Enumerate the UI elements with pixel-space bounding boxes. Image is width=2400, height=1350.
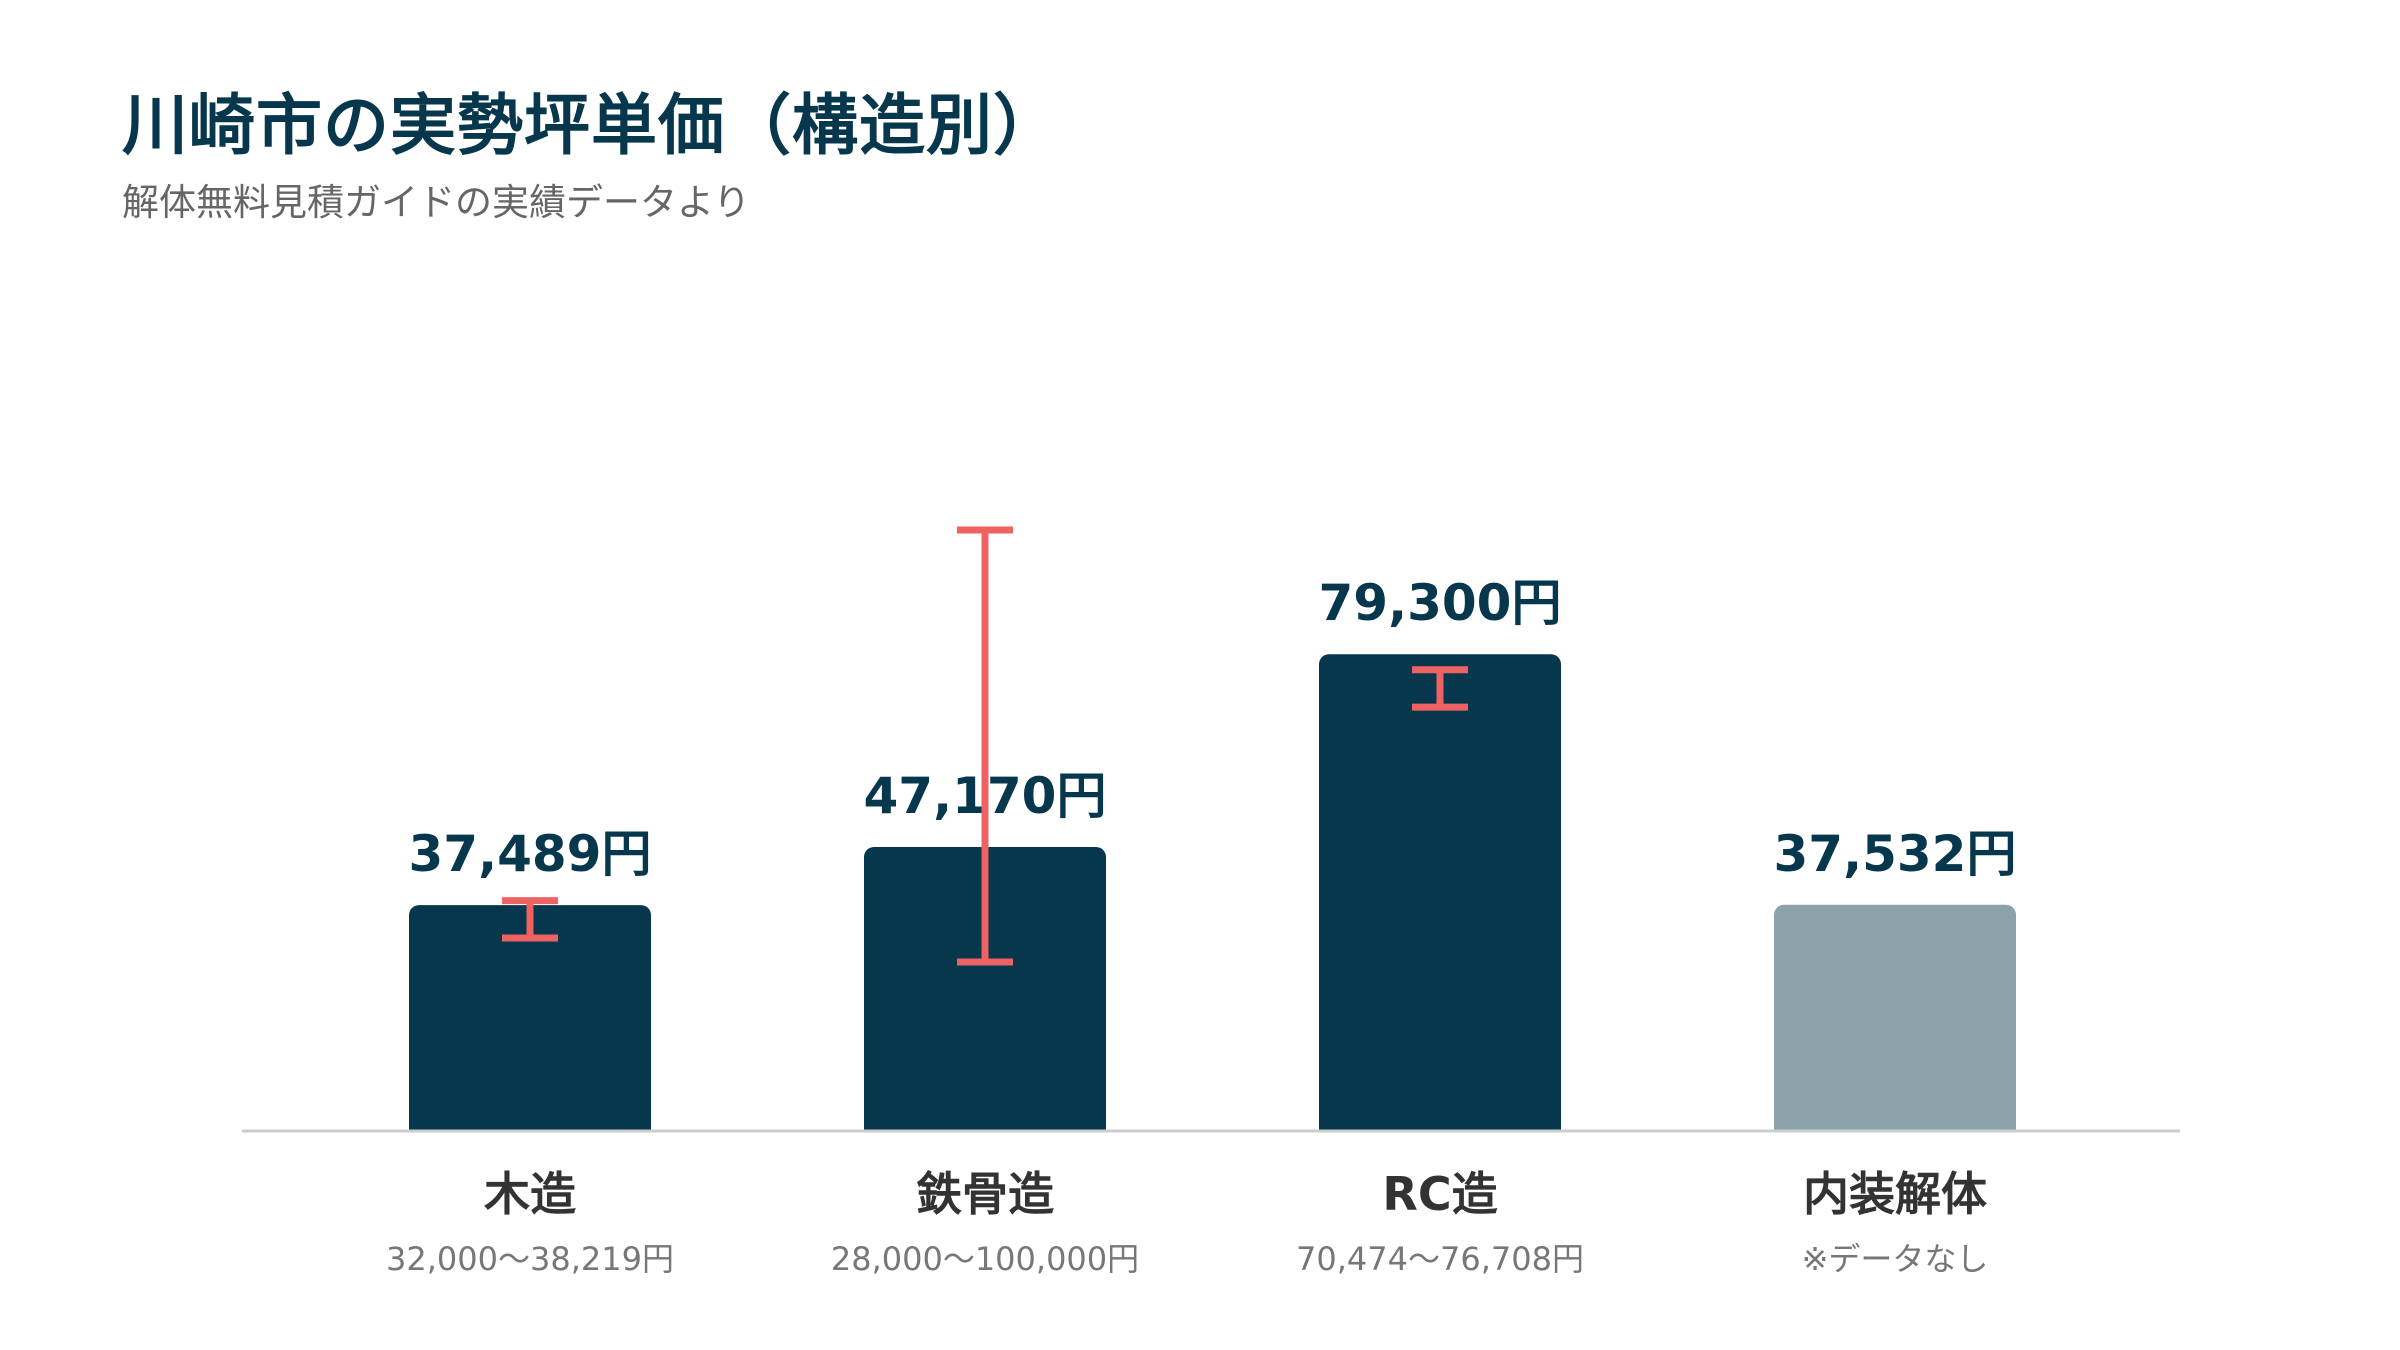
category-label: 内装解体: [1803, 1167, 1987, 1221]
chart-title: 川崎市の実勢坪単価（構造別）: [122, 87, 1060, 164]
bar: [409, 905, 651, 1130]
bar: [1774, 904, 2016, 1130]
chart-subtitle: 解体無料見積ガイドの実績データより: [122, 181, 751, 224]
value-label: 37,532円: [1774, 825, 2017, 883]
bar-base: [864, 1118, 1106, 1130]
bar-base: [1319, 1118, 1561, 1130]
error-bar: [1412, 666, 1468, 711]
bar-base: [409, 1118, 651, 1130]
error-bar: [502, 897, 558, 942]
bar-base: [1774, 1118, 2016, 1130]
category-label: 木造: [484, 1167, 576, 1221]
range-label: 70,474〜76,708円: [1296, 1240, 1584, 1278]
value-label: 79,300円: [1319, 574, 1562, 632]
range-label: ※データなし: [1802, 1240, 1989, 1278]
bar: [1319, 654, 1561, 1130]
error-bar: [957, 526, 1013, 966]
range-label: 28,000〜100,000円: [831, 1240, 1139, 1278]
value-label: 37,489円: [409, 825, 652, 883]
bar: [864, 846, 1106, 1130]
category-label: RC造: [1382, 1167, 1497, 1221]
range-label: 32,000〜38,219円: [386, 1240, 674, 1278]
category-label: 鉄骨造: [916, 1167, 1054, 1221]
